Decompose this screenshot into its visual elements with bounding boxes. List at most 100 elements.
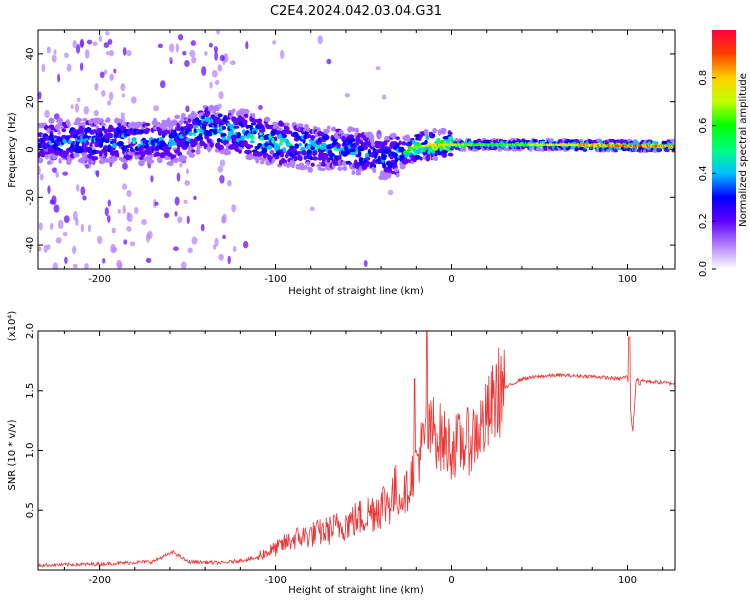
heatmap-cell <box>249 140 255 144</box>
heatmap-cell <box>138 159 145 167</box>
heatmap-cell <box>372 168 377 174</box>
heatmap-cell <box>310 146 316 151</box>
heatmap-cell <box>251 112 256 119</box>
x-tick-label: -100 <box>264 575 287 586</box>
heatmap-noise-cell <box>52 262 59 269</box>
heatmap-noise-cell <box>38 222 43 231</box>
heatmap-cell <box>365 156 371 161</box>
heatmap-cell <box>432 127 437 134</box>
heatmap-noise-cell <box>104 206 109 217</box>
heatmap-noise-cell <box>214 237 219 247</box>
heatmap-noise-cell <box>189 49 196 58</box>
heatmap-cell <box>64 135 71 140</box>
heatmap-noise-cell <box>381 94 387 100</box>
heatmap-cell <box>355 127 360 134</box>
heatmap-noise-cell <box>130 96 137 104</box>
heatmap-cell <box>144 122 151 127</box>
heatmap-noise-cell <box>74 103 80 113</box>
heatmap-cell <box>111 142 117 149</box>
heatmap-cell <box>198 133 203 138</box>
heatmap-cell <box>182 155 188 160</box>
heatmap-noise-cell <box>100 90 106 97</box>
heatmap-cell <box>312 150 318 155</box>
heatmap-noise-cell <box>180 261 187 269</box>
y-tick-label: 2.0 <box>25 323 36 339</box>
heatmap-cell <box>322 134 330 141</box>
heatmap-noise-cell <box>95 170 100 178</box>
heatmap-noise-cell <box>86 39 93 45</box>
y-tick-label: 1.5 <box>25 383 36 399</box>
heatmap-cell <box>329 153 336 157</box>
heatmap-noise-cell <box>163 212 170 219</box>
heatmap-cell <box>304 127 311 132</box>
colorbar-tick-label: 0.8 <box>698 70 709 86</box>
heatmap-noise-cell <box>183 199 188 204</box>
heatmap-noise-cell <box>174 196 180 206</box>
heatmap-cell <box>386 172 392 179</box>
heatmap-noise-cell <box>326 58 332 65</box>
heatmap-cell <box>89 142 93 148</box>
heatmap-cell <box>377 133 381 138</box>
heatmap-noise-cell <box>184 60 190 68</box>
heatmap-noise-cell <box>169 43 175 53</box>
heatmap-cell <box>613 148 618 153</box>
heatmap-cell <box>278 122 286 127</box>
heatmap-cell <box>671 138 675 143</box>
heatmap-noise-cell <box>73 210 78 221</box>
heatmap-noise-cell <box>133 207 139 214</box>
heatmap-cell <box>309 156 314 161</box>
heatmap-cell <box>157 121 161 126</box>
heatmap-cell <box>198 136 204 141</box>
heatmap-cell <box>431 133 436 137</box>
colorbar-tick-label: 0.4 <box>698 165 709 181</box>
heatmap-noise-cell <box>179 162 183 168</box>
heatmap-cell <box>303 155 308 160</box>
heatmap-cell <box>57 117 63 123</box>
heatmap-cell <box>454 137 460 142</box>
heatmap-noise-cell <box>79 62 84 71</box>
heatmap-noise-cell <box>186 168 190 175</box>
heatmap-noise-cell <box>186 215 190 224</box>
heatmap-cell <box>549 138 554 142</box>
heatmap-cell <box>221 126 227 130</box>
x-tick-label: 0 <box>448 575 454 586</box>
heatmap-noise-cell <box>64 52 69 59</box>
heatmap-cell <box>250 133 255 140</box>
heatmap-cell <box>255 158 260 164</box>
heatmap-cell <box>262 147 268 154</box>
y-tick-label: 20 <box>25 95 36 108</box>
heatmap-noise-cell <box>84 49 90 59</box>
heatmap-cell <box>392 152 399 159</box>
heatmap-cell <box>144 127 151 132</box>
heatmap-noise-cell <box>38 91 42 100</box>
heatmap-cell <box>78 129 84 135</box>
heatmap-noise-cell <box>38 246 42 252</box>
heatmap-noise-cell <box>64 256 68 264</box>
snr-scale-note: (x10⁴) <box>7 311 18 342</box>
heatmap-noise-cell <box>109 73 114 81</box>
heatmap-noise-cell <box>185 105 190 113</box>
heatmap-cell <box>117 140 124 147</box>
heatmap-cell <box>310 162 315 167</box>
heatmap-cell <box>350 151 357 156</box>
x-tick-label: -200 <box>88 575 111 586</box>
heatmap-cell <box>654 141 659 145</box>
heatmap-noise-cell <box>214 80 220 85</box>
heatmap-cell <box>395 136 401 140</box>
heatmap-noise-cell <box>126 225 132 232</box>
heatmap-cell <box>263 116 271 123</box>
heatmap-noise-cell <box>122 47 127 56</box>
colorbar-tick-label: 0.6 <box>698 118 709 134</box>
heatmap-cell <box>164 129 168 136</box>
heatmap-cell <box>249 144 254 148</box>
heatmap-cell <box>51 137 55 144</box>
heatmap-noise-cell <box>191 56 197 64</box>
heatmap-noise-cell <box>57 219 64 230</box>
heatmap-noise-cell <box>105 31 110 36</box>
spectrogram-y-axis-label: Frequency (Hz) <box>7 112 18 188</box>
heatmap-noise-cell <box>309 206 315 211</box>
heatmap-cell <box>75 153 80 158</box>
heatmap-noise-cell <box>176 172 181 182</box>
heatmap-noise-cell <box>110 243 117 254</box>
